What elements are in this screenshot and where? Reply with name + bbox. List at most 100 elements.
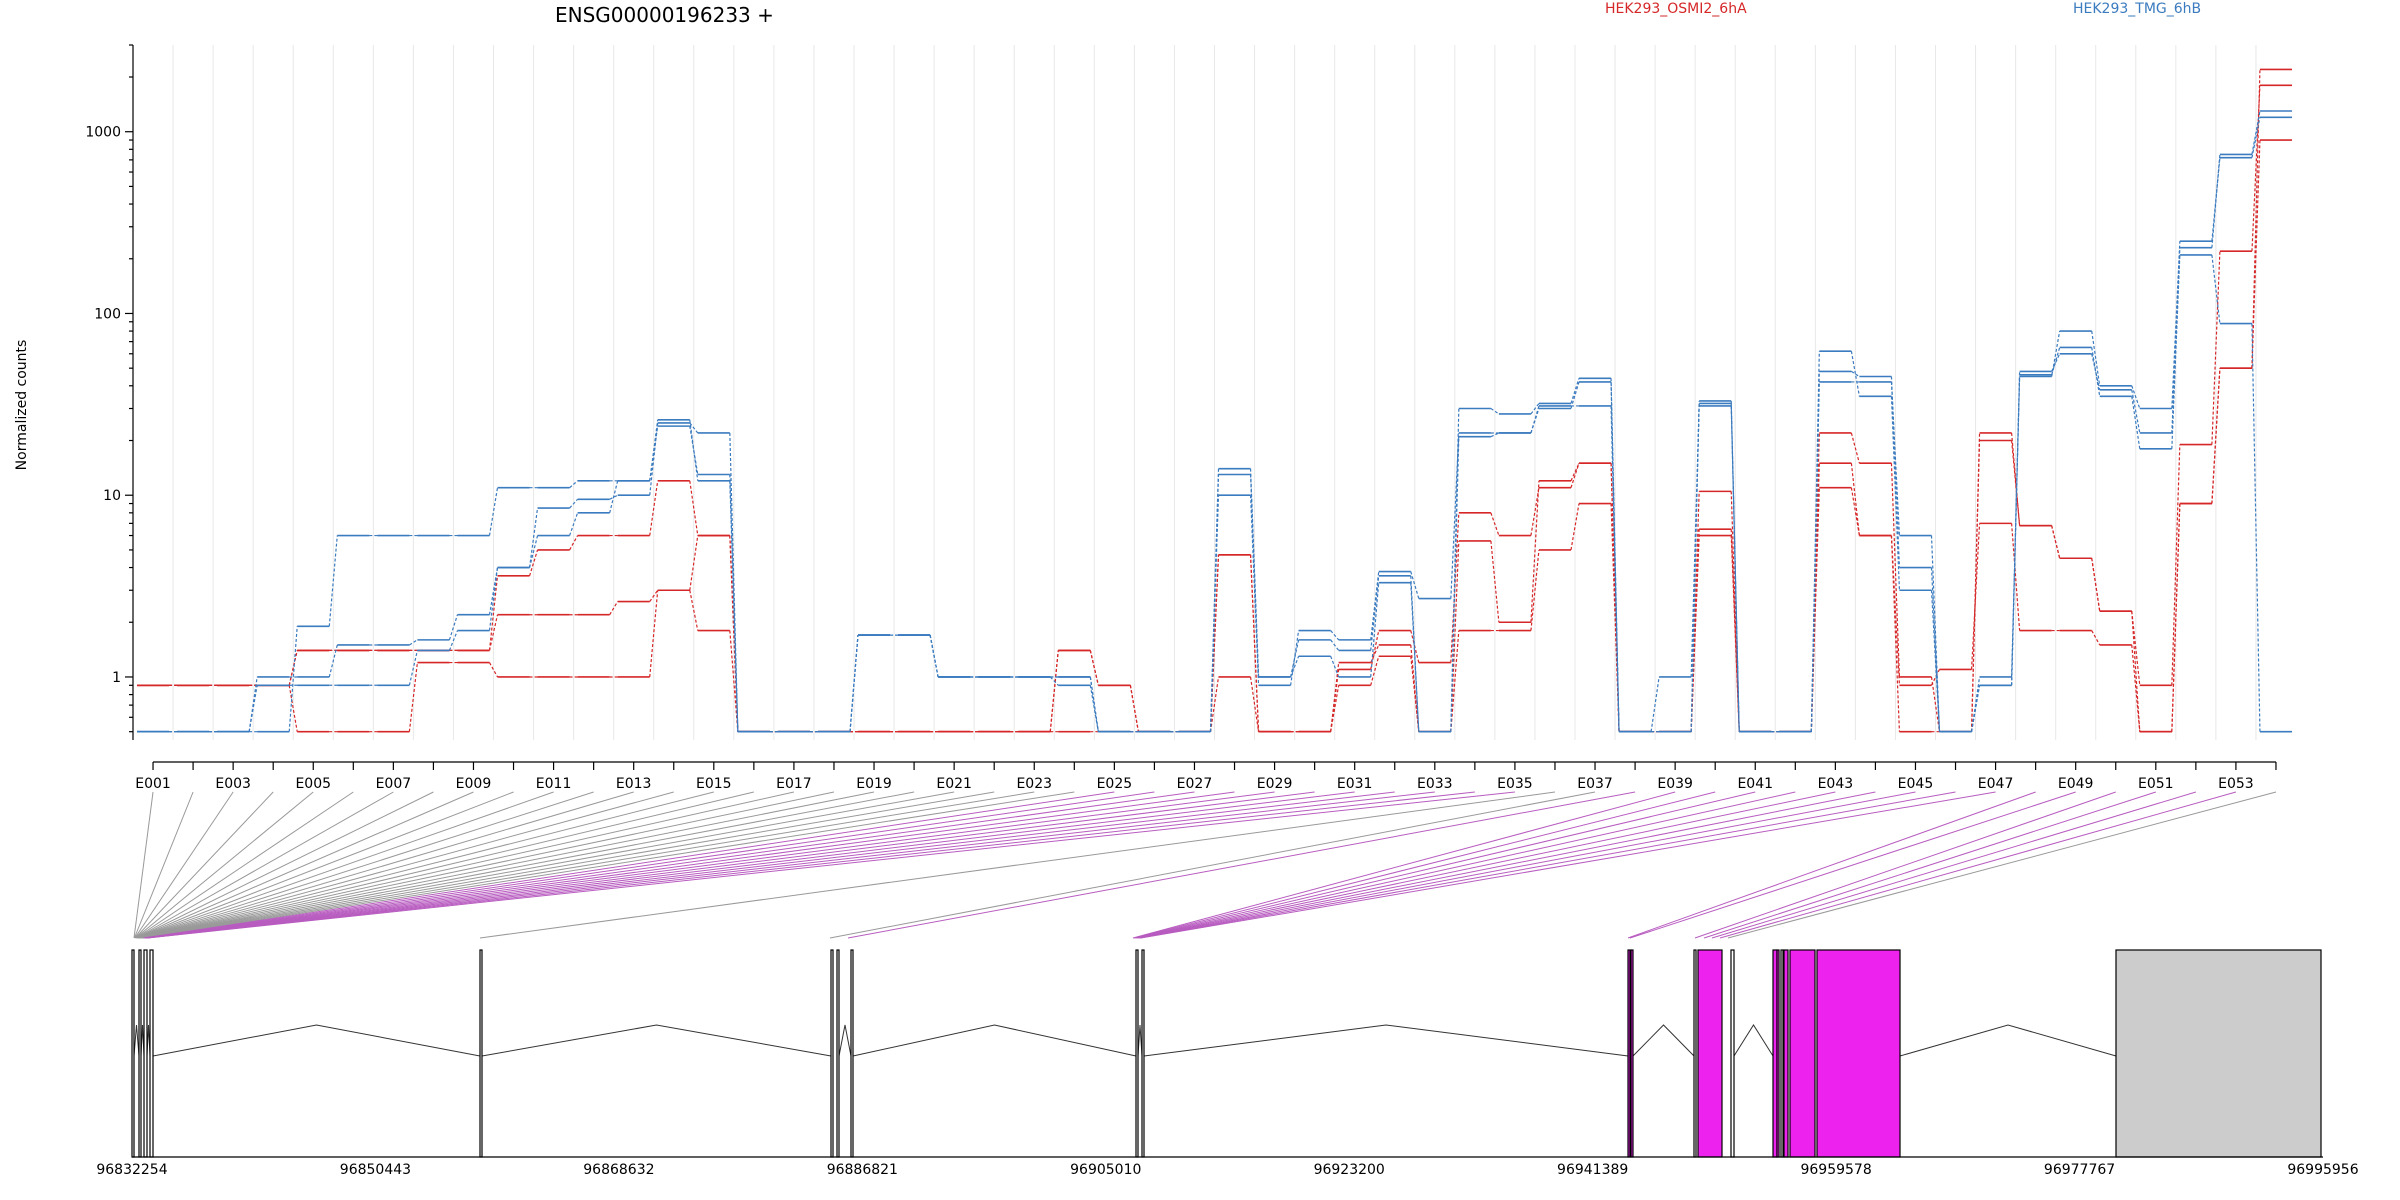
data-connector (528, 507, 539, 568)
data-connector (288, 626, 298, 732)
intron-line (1632, 1024, 1695, 1057)
exon-block (2115, 949, 2322, 1158)
x-tick-label: E053 (2218, 776, 2254, 792)
data-connector (1970, 523, 1981, 670)
x-tick-label: E007 (376, 776, 412, 792)
genomic-tick-label: 96886821 (827, 1162, 898, 1178)
x-tick-label: E035 (1497, 776, 1533, 792)
data-connector (1410, 656, 1420, 732)
data-connector (2051, 525, 2061, 559)
exon-block (1780, 949, 1784, 1158)
exon-connector-line (141, 791, 875, 939)
data-connector (2131, 396, 2141, 449)
exon-block (1730, 949, 1735, 1158)
exon-block (131, 949, 135, 1158)
data-connector (488, 614, 499, 651)
data-connector (2011, 376, 2021, 677)
exon-connector-line (135, 791, 314, 939)
exon-connector-line (1140, 791, 1996, 939)
exon-connector-line (139, 791, 674, 939)
data-connector (2091, 558, 2101, 612)
exon-connector-line (133, 791, 154, 939)
data-connector (288, 650, 298, 686)
data-connector (1850, 487, 1860, 536)
exon-connector-line (140, 791, 795, 939)
intron-line (1137, 1024, 1143, 1057)
data-connector (569, 535, 579, 551)
data-connector (2011, 523, 2021, 631)
data-connector (2251, 117, 2261, 158)
data-connector (409, 639, 418, 646)
data-connector (1049, 676, 1059, 686)
exon-connector-line (144, 791, 1235, 939)
x-tick-label: E029 (1257, 776, 1293, 792)
x-tick-label: E047 (1978, 776, 2014, 792)
x-tick-label: E031 (1337, 776, 1373, 792)
data-connector (1330, 630, 1340, 641)
data-connector (1089, 676, 1099, 732)
exon-connector-line (847, 791, 1636, 939)
data-connector (1970, 440, 1981, 732)
data-connector (2131, 611, 2141, 686)
x-tick-label: E021 (936, 776, 972, 792)
exon-block (1630, 949, 1634, 1158)
data-connector (1410, 575, 1420, 732)
x-tick-label: E005 (295, 776, 331, 792)
data-connector (729, 474, 739, 732)
exon-block (1693, 949, 1697, 1158)
exon-connector-line (479, 791, 1556, 939)
exon-connector-line (1627, 791, 2036, 939)
data-connector (1450, 436, 1460, 732)
y-tick-label: 1000 (85, 125, 121, 141)
data-connector (1570, 378, 1580, 404)
genomic-axis: 96832254 96850443 96868632 96886821 96905010… (96, 1162, 2358, 1178)
exon-connector-line (1139, 791, 1956, 939)
intron-line (152, 1024, 481, 1057)
data-connector (2251, 110, 2261, 155)
chart-title: ENSG00000196233 + (555, 3, 774, 27)
data-connector (1450, 432, 1460, 599)
data-connector (1290, 639, 1300, 678)
exon-connector-line (143, 791, 1155, 939)
data-connector (2011, 440, 2021, 526)
data-connector (1850, 351, 1860, 397)
data-connector (1089, 685, 1099, 732)
exon-connector-line (140, 791, 835, 939)
data-connector (1490, 512, 1500, 536)
data-connector (528, 549, 539, 577)
exon-connector-line (134, 791, 274, 939)
data-connector (408, 662, 418, 732)
data-connector (689, 426, 699, 475)
data-connector (1930, 676, 1941, 732)
data-connector (248, 685, 258, 732)
exon-connector-line (1719, 791, 2237, 939)
exon-connector-line (1138, 791, 1916, 939)
data-connector (1490, 432, 1500, 438)
data-connector (1890, 396, 1901, 591)
data-connector (729, 630, 739, 732)
exon-connector-line (145, 791, 1275, 939)
data-connector (2171, 503, 2181, 732)
data-connector (1370, 582, 1380, 678)
exon-connector-line (1137, 791, 1876, 939)
exon-connector-line (1135, 791, 1796, 939)
data-connector (1610, 405, 1620, 732)
exon-block (1783, 949, 1789, 1158)
data-connector (609, 494, 618, 500)
data-connector (1570, 463, 1580, 488)
data-connector (1370, 571, 1380, 640)
genomic-tick-label: 96832254 (96, 1162, 167, 1178)
data-connector (2091, 630, 2101, 646)
genomic-tick-label: 96977767 (2044, 1162, 2115, 1178)
exon-connector-line (137, 791, 474, 939)
data-connector (1330, 639, 1340, 651)
data-connector (1370, 656, 1380, 686)
x-tick-label: E011 (536, 776, 572, 792)
exon-block (830, 949, 834, 1158)
y-tick-label: 1 (112, 670, 121, 686)
exon-block (1697, 949, 1723, 1158)
legend-entry-tmg: HEK293_TMG_6hB (2073, 1, 2201, 17)
data-connector (1850, 463, 1860, 536)
data-connector (2171, 241, 2181, 409)
data-connector (1209, 468, 1220, 732)
